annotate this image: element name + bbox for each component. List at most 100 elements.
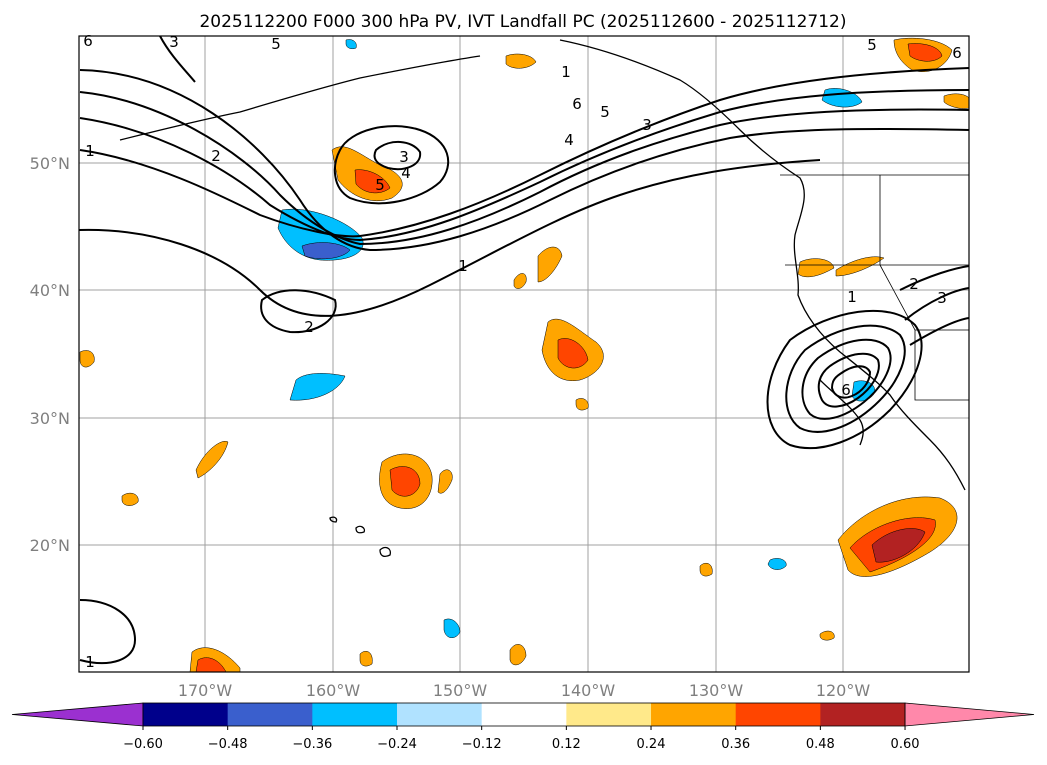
contour-label: 4 [564,131,574,149]
colorbar-cell [820,703,906,726]
contour-labels: 1 2 1 2 3 4 5 4 6 5 3 1 5 6 1 2 3 6 1 6 … [83,32,962,671]
contour-label: 3 [399,148,409,166]
contour-label: 3 [937,289,947,307]
colorbar-tick-label: −0.60 [123,737,163,752]
lon-label-130w: 130°W [689,681,744,700]
contour-closed [785,324,906,433]
contour-closed [817,352,880,408]
lon-label-160w: 160°W [306,681,361,700]
colorbar-tick-label: 0.36 [721,737,750,752]
latitude-labels: 50°N 40°N 30°N 20°N [30,154,70,555]
pv-positive-blob [819,630,835,641]
pv-negative-blob [443,618,461,638]
colorbar: −0.60 −0.48 −0.36 −0.24 −0.12 0.12 0.24 0.36 0.4… [11,702,1035,752]
colorbar-tick-label: −0.24 [377,737,417,752]
map-background [79,36,969,672]
contour-closed [766,309,923,450]
north-america-coast [559,39,966,491]
contour-label: 6 [952,44,962,62]
contour-closed [260,289,337,334]
pv-positive-blob [797,258,835,278]
lon-label-140w: 140°W [561,681,616,700]
pv-negative-blob [345,39,357,50]
pv-positive-blob [509,644,527,666]
state-borders [785,264,969,401]
lon-label-150w: 150°W [433,681,488,700]
contour-label: 1 [85,142,95,160]
contour-closed [373,141,422,171]
contour-label: 4 [401,164,411,182]
contour-line [79,599,137,665]
lat-label-20n: 20°N [30,536,70,555]
coastlines [119,39,966,557]
contour-label: 5 [375,176,385,194]
colorbar-cell [566,703,652,726]
lat-label-50n: 50°N [30,154,70,173]
pv-positive-blob [79,350,95,368]
contour-label: 1 [847,288,857,306]
map-panel: 1 2 1 2 3 4 5 4 6 5 3 1 5 6 1 2 3 6 1 6 … [78,32,970,673]
contour-label: 6 [83,32,93,50]
chart-title: 2025112200 F000 300 hPa PV, IVT Landfall… [199,12,846,32]
colorbar-tick-label: −0.12 [462,737,502,752]
contour-line [159,35,196,83]
colorbar-tick-label: 0.60 [891,737,920,752]
contour-line [79,89,970,242]
colorbar-tick-label: −0.36 [292,737,332,752]
longitude-labels: 170°W 160°W 150°W 140°W 130°W 120°W [178,681,871,700]
contour-label: 2 [909,275,919,293]
pv-positive-blob [195,440,229,479]
contour-closed [333,125,450,205]
colorbar-ticks: −0.60 −0.48 −0.36 −0.24 −0.12 0.12 0.24 0.36 0.4… [123,726,920,752]
pv-negative-core [301,242,351,260]
colorbar-cell [481,703,567,726]
contour-label: 5 [600,103,610,121]
aleutian-chain [119,55,481,141]
contour-line [899,265,970,291]
pv-positive-blob [699,563,713,577]
political-borders [780,174,969,401]
colorbar-cell [651,703,737,726]
colorbar-tick-label: 0.48 [806,737,835,752]
colorbar-cell [227,703,313,726]
pv-positive-peak [871,528,926,563]
graticule [79,36,969,672]
contour-closed [830,365,872,399]
colorbar-cell [735,703,821,726]
colorbar-extend-min [11,702,144,727]
contour-label: 1 [561,63,571,81]
lon-label-170w: 170°W [178,681,233,700]
pv-positive-blob [359,651,373,667]
contour-label: 5 [867,36,877,54]
pv-positive-core [907,43,943,62]
pv-positive-blob [575,398,589,411]
colorbar-cell [397,703,483,726]
pv-positive-blob [537,246,563,283]
colorbar-outline [142,702,906,727]
pv-positive-core [389,466,421,497]
pv-positive-areas [79,37,970,673]
lon-label-120w: 120°W [816,681,871,700]
contour-line [79,91,970,246]
contour-label: 6 [841,381,851,399]
pv-positive-blob [513,273,527,289]
ivt-contours [78,35,970,665]
pv-positive-blob [505,53,537,69]
contour-label: 2 [211,147,221,165]
pv-negative-blob [289,373,346,401]
contour-label: 1 [85,653,95,671]
lat-label-40n: 40°N [30,281,70,300]
colorbar-extend-max [904,702,1035,727]
contour-line [904,287,970,321]
contour-label: 3 [169,33,179,51]
colorbar-tick-label: 0.12 [552,737,581,752]
pv-positive-blob [835,256,885,277]
pv-negative-blob [767,558,787,570]
contour-label: 5 [271,35,281,53]
contour-label: 1 [458,257,468,275]
pv-positive-blob [121,492,139,506]
colorbar-cell [143,703,229,726]
pv-positive-core [354,169,391,194]
contour-label: 2 [304,318,314,336]
colorbar-tick-label: −0.48 [208,737,248,752]
